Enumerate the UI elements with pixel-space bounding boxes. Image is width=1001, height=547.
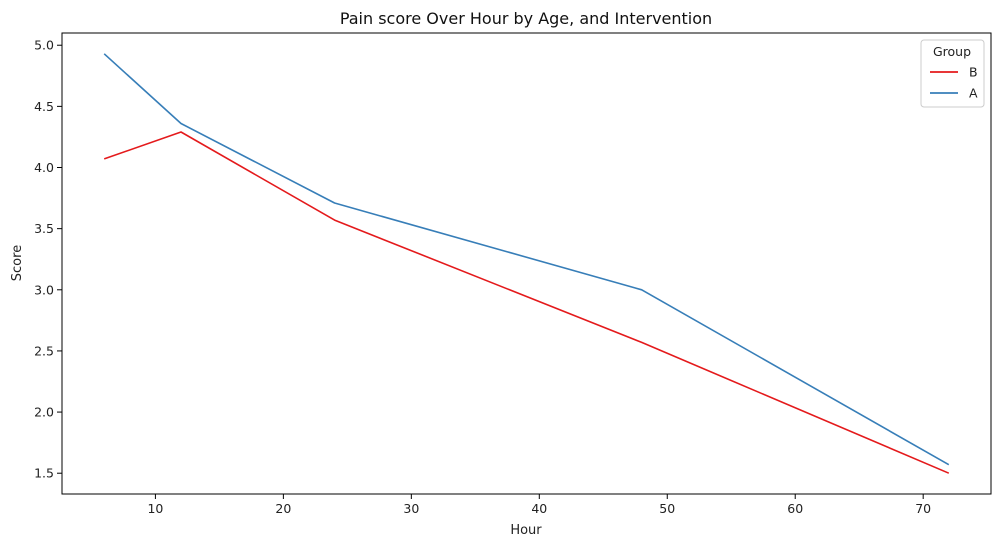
plot-area (61, 32, 992, 495)
legend-title: Group (933, 44, 971, 59)
x-tick-label: 20 (275, 501, 291, 516)
x-tick-label: 30 (403, 501, 419, 516)
x-tick-label: 10 (147, 501, 163, 516)
x-tick-label: 50 (659, 501, 675, 516)
series-lines (103, 53, 950, 474)
x-axis: 10 20 30 40 50 60 70 (147, 494, 931, 516)
y-axis-title: Score (10, 245, 25, 281)
y-tick-label: 4.5 (34, 99, 54, 114)
series-line-a (103, 53, 950, 466)
x-tick-label: 70 (915, 501, 931, 516)
legend: Group BA (920, 39, 985, 108)
y-tick-label: 3.0 (34, 282, 54, 297)
series-line-b (103, 131, 950, 474)
y-tick-label: 5.0 (34, 38, 54, 53)
y-tick-label: 1.5 (34, 466, 54, 481)
x-tick-label: 40 (531, 501, 547, 516)
y-tick-label: 2.5 (34, 343, 54, 358)
legend-label-b: B (969, 65, 978, 80)
chart-title: Pain score Over Hour by Age, and Interve… (340, 9, 712, 28)
y-tick-label: 4.0 (34, 160, 54, 175)
legend-label-a: A (969, 86, 978, 101)
x-axis-title: Hour (510, 523, 542, 538)
legend-box (920, 39, 985, 108)
y-axis: 1.5 2.0 2.5 3.0 3.5 4.0 4.5 5.0 (34, 38, 62, 481)
y-tick-label: 3.5 (34, 221, 54, 236)
y-tick-label: 2.0 (34, 405, 54, 420)
x-tick-label: 60 (787, 501, 803, 516)
